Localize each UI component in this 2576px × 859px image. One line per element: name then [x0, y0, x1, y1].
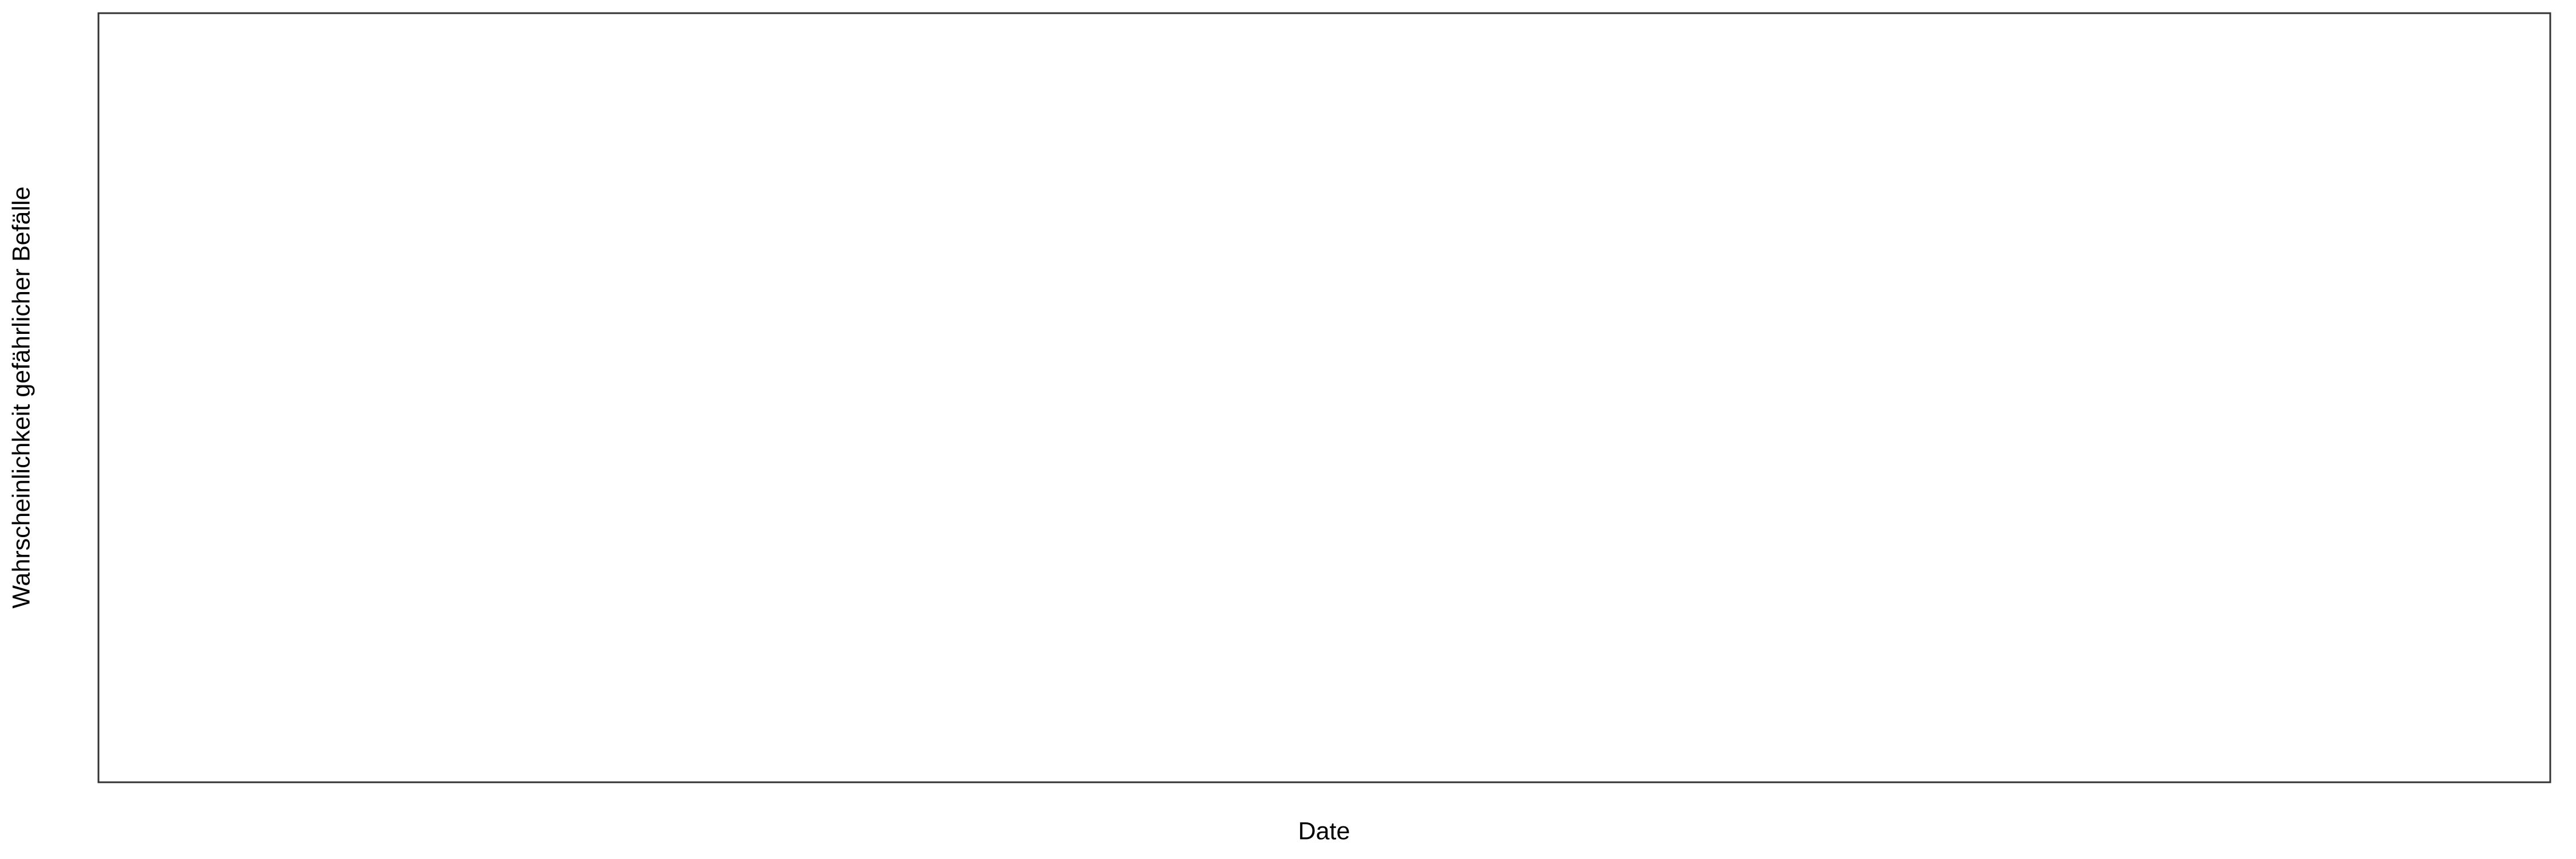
x-axis-title: Date [1298, 817, 1350, 845]
panel-border [97, 12, 2551, 783]
y-axis-title: Wahrscheinlichkeit gefährlicher Befälle [7, 187, 35, 609]
